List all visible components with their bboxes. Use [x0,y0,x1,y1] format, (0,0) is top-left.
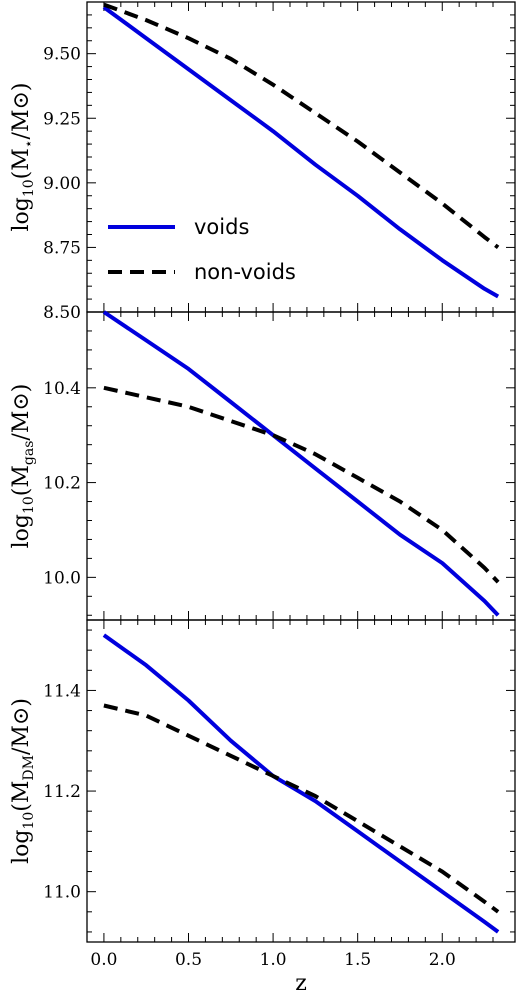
y-axis-label: log10(Mgas/M⊙) [9,384,37,549]
series-line-non-voids [103,385,500,584]
y-tick-label: 11.4 [43,681,81,701]
y-axis-label: log10(MDM/M⊙) [9,698,37,864]
y-tick-label: 11.0 [43,883,81,903]
y-tick-label: 9.00 [43,174,81,194]
panel-1: 8.50 8.75 9.00 9.25 9.50 log10(M⋆/M⊙) voids non… [9,1,516,323]
panel-2: 10.0 10.2 10.4 log10(Mgas/M⊙) [9,310,516,621]
y-tick-label: 9.50 [43,45,81,65]
y-tick-label: 10.2 [43,474,81,494]
x-tick-label: 0.5 [175,950,202,970]
series-line-voids [102,633,500,934]
series-line-non-voids [103,703,500,914]
x-tick-label: 1.5 [344,950,371,970]
axes-frame [86,619,516,943]
y-tick-label: 9.25 [43,109,81,129]
series-line-voids [102,310,500,617]
x-tick-label: 0.0 [90,950,117,970]
series-line-non-voids [103,2,500,249]
x-tick-label: 1.0 [260,950,287,970]
series-line-voids [102,5,500,299]
y-axis-label: log10(M⋆/M⊙) [9,82,37,231]
y-tick-label: 10.4 [43,379,81,399]
panel-3: 11.0 11.2 11.4 log10(MDM/M⊙) [9,619,516,943]
y-tick-label: 8.50 [43,303,81,323]
legend-label-non-voids: non-voids [194,260,296,284]
axes-frame [86,311,516,621]
x-axis-label: z [295,971,307,993]
legend-label-voids: voids [194,215,249,239]
y-tick-label: 11.2 [43,782,81,802]
y-tick-label: 10.0 [43,568,81,588]
legend: voids non-voids [108,215,296,284]
y-tick-label: 8.75 [43,238,81,258]
x-tick-label: 2.0 [429,950,456,970]
